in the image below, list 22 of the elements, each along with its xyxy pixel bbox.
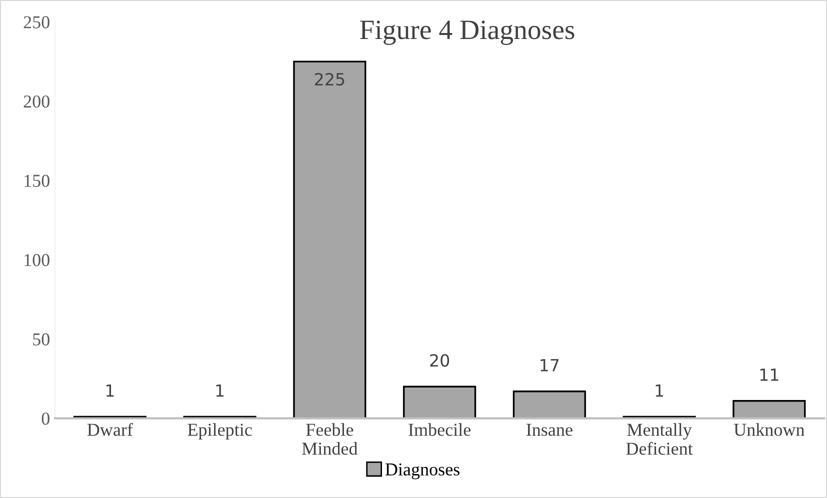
chart-title: Figure 4 Diagnoses — [360, 20, 574, 45]
data-label: 1 — [106, 384, 114, 397]
data-label: 17 — [540, 359, 559, 372]
data-label: 225 — [314, 72, 344, 86]
y-tick-label: 100 — [24, 254, 50, 266]
x-tick-label: Epileptic — [188, 423, 252, 440]
data-label: 1 — [216, 384, 224, 397]
legend-label: Diagnoses — [385, 463, 460, 480]
data-label: 11 — [760, 368, 778, 381]
y-tick-label: 50 — [33, 333, 50, 346]
x-tick-label: Dwarf — [87, 423, 133, 436]
data-label: 1 — [656, 384, 664, 397]
x-tick-label: Insane — [526, 424, 572, 436]
x-tick-label: Mentally Deficient — [626, 423, 693, 455]
x-tick-label: Feeble Minded — [302, 423, 358, 455]
y-tick-label: 200 — [24, 95, 50, 108]
data-label: 20 — [430, 354, 450, 367]
y-tick-label: 250 — [24, 16, 50, 28]
x-tick-label: Unknown — [734, 423, 805, 436]
x-tick-label: Imbecile — [408, 423, 471, 436]
y-tick-label: 0 — [42, 412, 50, 425]
y-tick-label: 150 — [24, 174, 50, 187]
